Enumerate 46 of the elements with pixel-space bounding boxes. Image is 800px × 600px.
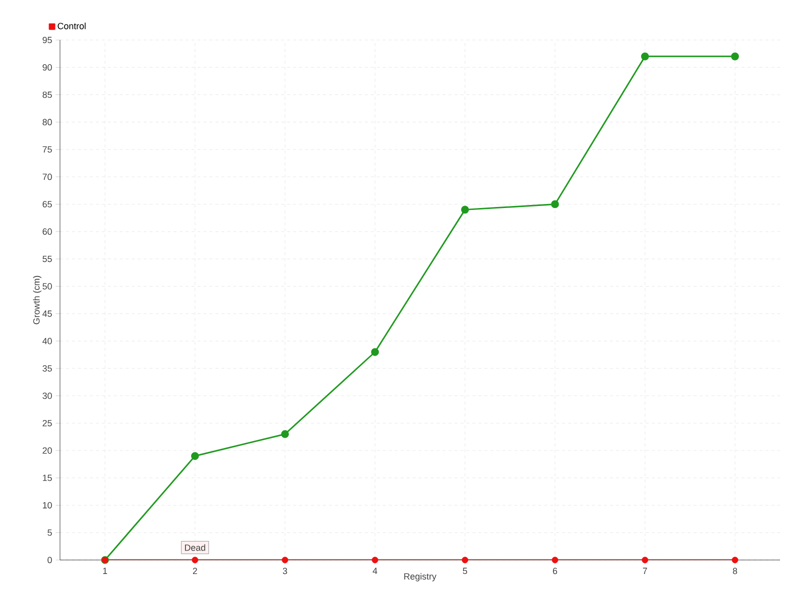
point [731,52,739,60]
x-axis-title: Registry [404,572,436,582]
point [191,452,199,460]
point [642,556,648,564]
y-tick-label: 45 [42,310,52,317]
y-tick-label: 70 [42,174,52,180]
y-tick-label: 10 [42,502,52,508]
x-tick-label: 7 [642,568,648,574]
y-tick-label: 20 [42,447,52,454]
y-tick-label: 35 [42,365,52,372]
point [372,556,378,564]
point [461,206,469,214]
y-tick-label: 55 [42,256,52,262]
y-tick-label: 40 [42,338,52,344]
x-tick-label: 2 [192,568,198,574]
point [641,52,649,60]
annotation: Dead [185,544,206,551]
y-tick-label: 75 [42,146,52,153]
point [732,556,738,564]
point [551,200,559,208]
x-tick-label: 1 [103,568,108,574]
x-tick-label: 6 [552,568,558,574]
legend-label: Control [58,22,86,30]
x-tick-label: 5 [462,568,468,574]
point [281,430,289,438]
x-tick-label: 3 [282,568,288,574]
y-tick-label: 90 [42,64,52,71]
x-tick-label: 8 [732,568,738,574]
y-tick-label: 65 [42,201,52,208]
y-tick-label: 60 [42,228,52,235]
x-tick-label: 4 [372,568,378,574]
y-tick-label: 80 [42,118,52,126]
point [282,556,288,564]
y-tick-label: 30 [42,392,52,399]
y-tick-label: 95 [42,36,52,44]
y-tick-label: 25 [42,420,52,426]
y-axis-title: Growth (cm) [33,276,42,324]
point [462,556,468,564]
y-tick-label: 50 [42,283,52,290]
y-tick-label: 5 [48,530,52,536]
point [552,556,558,564]
point [371,348,379,356]
y-tick-label: 85 [42,92,52,98]
point [192,556,198,564]
y-tick-label: 15 [42,474,52,482]
y-tick-label: 0 [48,556,52,564]
